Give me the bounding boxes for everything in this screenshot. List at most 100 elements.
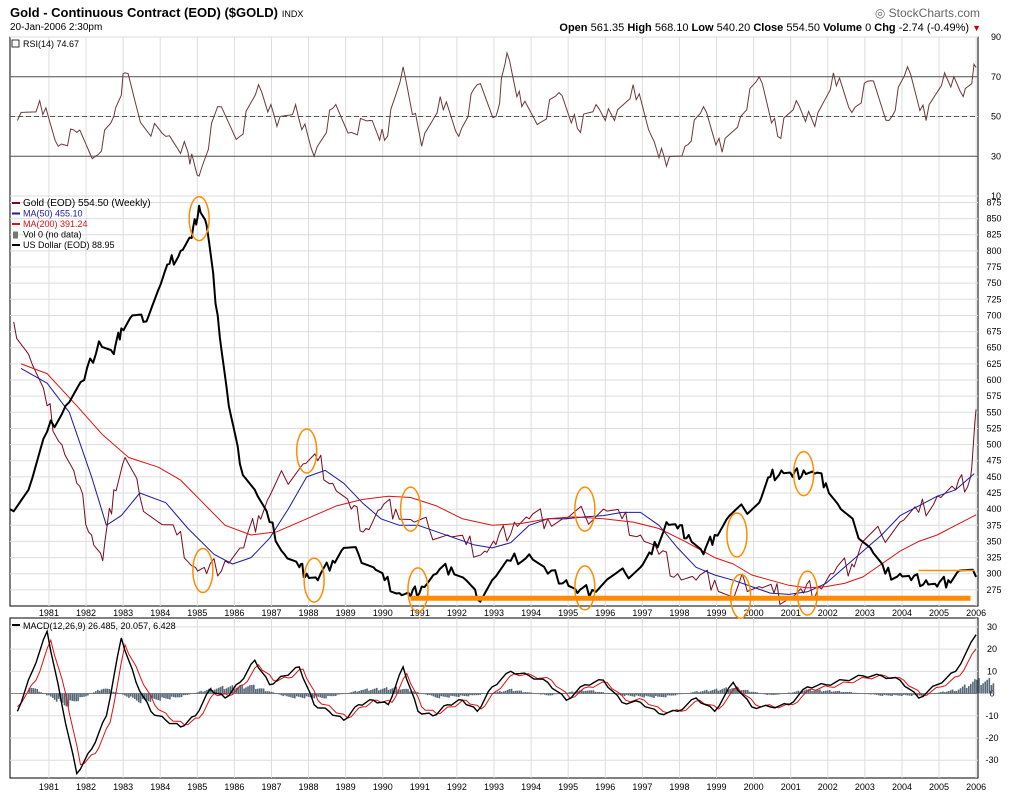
macd-histogram-bar	[38, 691, 40, 694]
x-tick-label: 2004	[892, 608, 912, 618]
macd-histogram-bar	[789, 692, 792, 694]
macd-histogram-bar	[530, 692, 532, 694]
x-tick-label-bottom: 1993	[484, 782, 504, 792]
macd-histogram-bar	[696, 691, 698, 694]
macd-histogram-bar	[623, 693, 626, 697]
macd-histogram-bar	[374, 688, 376, 694]
x-tick-label: 1991	[410, 608, 430, 618]
macd-histogram-bar	[970, 684, 972, 694]
macd-histogram-bar	[797, 690, 800, 694]
macd-histogram-bar	[46, 693, 48, 696]
macd-histogram-bar	[368, 690, 370, 694]
macd-histogram-bar	[830, 691, 833, 694]
macd-y-tick-label: 20	[987, 644, 997, 654]
macd-histogram-bar	[481, 693, 483, 695]
macd-histogram-bar	[709, 690, 712, 694]
macd-histogram-bar	[635, 693, 638, 696]
price-y-tick-label: 650	[986, 343, 1001, 353]
macd-histogram-bar	[758, 693, 761, 694]
x-tick-label-bottom: 1982	[76, 782, 96, 792]
macd-histogram-bar	[165, 693, 167, 699]
x-tick-label: 2003	[855, 608, 875, 618]
macd-histogram-bar	[540, 693, 542, 695]
macd-histogram-bar	[190, 693, 193, 695]
macd-histogram-bar	[176, 693, 179, 698]
macd-histogram-bar	[422, 693, 425, 695]
x-tick-label: 1994	[521, 608, 541, 618]
macd-histogram-bar	[588, 690, 591, 694]
macd-histogram-bar	[159, 693, 161, 701]
macd-histogram-bar	[63, 693, 66, 706]
macd-histogram-bar	[641, 693, 644, 697]
macd-histogram-bar	[912, 693, 915, 695]
macd-histogram-bar	[662, 693, 665, 698]
macd-histogram-bar	[942, 691, 944, 694]
x-tick-label-bottom: 1987	[261, 782, 281, 792]
macd-histogram-bar	[581, 689, 583, 694]
macd-histogram-bar	[55, 693, 58, 702]
macd-histogram-bar	[832, 691, 835, 694]
macd-histogram-bar	[104, 688, 107, 694]
macd-histogram-bar	[167, 693, 169, 699]
turning-point-circle	[399, 486, 422, 532]
macd-histogram-bar	[327, 693, 329, 696]
macd-histogram-bar	[887, 693, 889, 696]
macd-histogram-bar	[990, 685, 993, 694]
price-y-tick-label: 600	[986, 375, 1001, 385]
x-tick-label-bottom: 1988	[299, 782, 319, 792]
macd-histogram-bar	[526, 692, 528, 694]
macd-histogram-bar	[881, 693, 884, 696]
macd-histogram-bar	[694, 691, 696, 694]
macd-histogram-bar	[727, 690, 729, 694]
macd-histogram-bar	[594, 691, 597, 694]
macd-histogram-bar	[348, 692, 351, 694]
x-tick-label-bottom: 1994	[521, 782, 541, 792]
macd-histogram-bar	[214, 689, 216, 694]
macd-histogram-bar	[821, 691, 823, 694]
brand-logo[interactable]: ◎ StockCharts.com	[875, 6, 980, 20]
macd-histogram-bar	[633, 693, 636, 697]
macd-histogram-bar	[376, 687, 378, 694]
x-tick-label: 1987	[261, 608, 281, 618]
macd-histogram-bar	[61, 693, 64, 703]
macd-histogram-bar	[241, 684, 243, 694]
macd-histogram-bar	[828, 690, 831, 694]
macd-histogram-bar	[586, 690, 589, 694]
x-tick-label-bottom: 1996	[595, 782, 615, 792]
macd-histogram-bar	[500, 691, 503, 694]
macd-histogram-bar	[438, 693, 441, 699]
x-tick-label: 1992	[447, 608, 467, 618]
macd-histogram-bar	[719, 689, 722, 694]
macd-histogram-bar	[483, 693, 485, 695]
macd-histogram-bar	[124, 693, 126, 696]
macd-histogram-bar	[106, 688, 109, 694]
macd-histogram-bar	[746, 689, 749, 694]
macd-histogram-bar	[690, 692, 692, 694]
macd-histogram-bar	[844, 692, 847, 694]
rsi-line	[16, 50, 977, 177]
macd-histogram-bar	[610, 693, 612, 695]
macd-histogram-bar	[711, 690, 714, 694]
macd-histogram-bar	[161, 693, 163, 698]
macd-histogram-bar	[678, 693, 681, 695]
macd-y-tick-label: -30	[985, 755, 998, 765]
macd-histogram-bar	[947, 691, 950, 694]
macd-histogram-bar	[891, 693, 893, 696]
chg-label: Chg	[874, 22, 896, 34]
macd-histogram-bar	[340, 693, 343, 695]
chart-header: Gold - Continuous Contract (EOD) ($GOLD)…	[0, 0, 1021, 36]
macd-histogram-bar	[637, 693, 640, 696]
macd-histogram-bar	[87, 693, 89, 696]
macd-histogram-bar	[280, 693, 282, 696]
macd-histogram-bar	[741, 690, 743, 694]
macd-histogram-bar	[703, 690, 706, 694]
macd-histogram-bar	[89, 693, 91, 695]
x-tick-label: 2005	[929, 608, 949, 618]
price-legend-entry: MA(200) 391.24	[23, 219, 88, 229]
macd-histogram-bar	[223, 689, 226, 694]
macd-histogram-bar	[582, 691, 585, 694]
macd-histogram-bar	[83, 693, 85, 697]
macd-histogram-bar	[260, 688, 263, 694]
x-tick-label-bottom: 1991	[410, 782, 430, 792]
macd-histogram-bar	[434, 693, 437, 698]
